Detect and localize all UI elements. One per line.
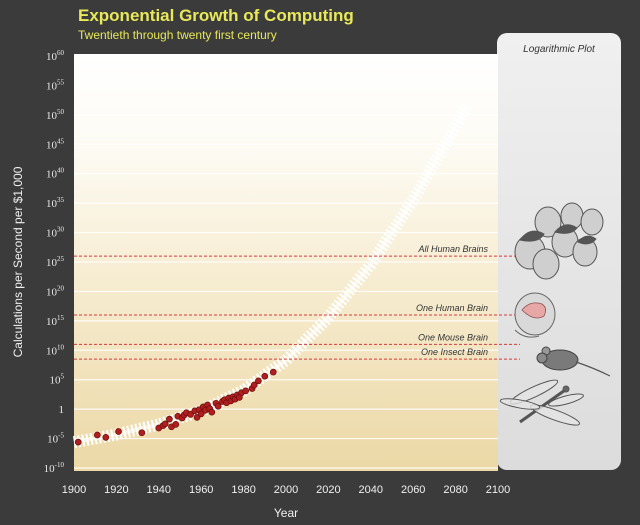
data-point (193, 414, 201, 421)
chart-subtitle: Twentieth through twenty first century (78, 28, 277, 42)
trend-curve (72, 102, 472, 449)
data-point (102, 434, 110, 441)
x-tick-label: 1940 (147, 484, 171, 496)
y-tick-label: 1040 (46, 167, 65, 181)
grid (74, 55, 498, 469)
y-tick-label: 10-10 (44, 461, 65, 475)
y-tick-base: 10 (44, 463, 56, 475)
data-point (161, 420, 169, 428)
y-tick-base: 10 (50, 375, 62, 387)
data-point (255, 377, 262, 385)
y-tick-base: 10 (46, 51, 58, 63)
y-tick-base: 10 (46, 198, 58, 210)
x-tick-label: 1960 (189, 484, 213, 496)
y-tick-base: 10 (46, 257, 58, 269)
y-tick-exponent: 40 (57, 167, 65, 175)
y-tick-exponent: 35 (57, 196, 65, 204)
y-tick-base: 10 (46, 80, 58, 92)
y-axis-title: Calculations per Second per $1,000 (11, 166, 25, 357)
data-point (242, 387, 250, 395)
y-tick-labels: 10-1010-51105101010151020102510301035104… (44, 49, 65, 475)
data-point (214, 402, 222, 410)
y-tick-exponent: 5 (61, 373, 65, 381)
x-tick-label: 2040 (359, 484, 383, 496)
x-tick-label: 2000 (274, 484, 298, 496)
x-tick-label: 2060 (401, 484, 425, 496)
y-tick-base: 10 (46, 286, 58, 298)
y-tick-base: 10 (47, 434, 59, 446)
y-tick-exponent: -10 (55, 461, 65, 469)
data-point (208, 408, 216, 416)
y-tick-base: 10 (46, 110, 58, 122)
y-tick-exponent: 20 (57, 284, 65, 292)
y-tick-label: 1030 (46, 226, 65, 240)
x-tick-label: 1920 (104, 484, 128, 496)
y-tick-label: 1025 (46, 255, 65, 269)
y-tick-label: 1060 (46, 49, 65, 63)
y-tick-base: 10 (46, 139, 58, 151)
human-brains-illustration (514, 202, 604, 280)
reference-label: One Insect Brain (421, 347, 488, 357)
x-tick-label: 1900 (62, 484, 86, 496)
y-tick-exponent: 10 (57, 343, 65, 351)
y-tick-label: 1035 (46, 196, 65, 210)
dragonfly-illustration (499, 379, 584, 426)
x-axis-title: Year (274, 506, 298, 520)
y-tick-label: 1045 (46, 137, 65, 151)
x-tick-label: 1980 (231, 484, 255, 496)
data-point (269, 368, 277, 376)
x-tick-label: 2100 (486, 484, 510, 496)
y-tick-exponent: 45 (57, 137, 65, 145)
reference-label: All Human Brains (417, 244, 488, 254)
y-tick-label: 1020 (46, 284, 65, 298)
y-tick-base: 10 (46, 169, 58, 181)
data-point (187, 411, 194, 418)
data-point (250, 381, 258, 389)
mouse-illustration (536, 346, 611, 377)
reference-label: One Mouse Brain (418, 332, 488, 342)
reference-lines: All Human Brains One Human Brain One Mouse… (74, 244, 520, 360)
reference-label: One Human Brain (416, 303, 488, 313)
y-tick-exponent: 60 (57, 49, 65, 57)
y-tick-base: 10 (46, 345, 58, 357)
y-tick-exponent: 15 (57, 314, 65, 322)
data-point (172, 421, 180, 428)
trend-line (73, 104, 468, 445)
x-tick-labels: 1900 1920 1940 1960 1980 2000 2020 2040 2060 2080… (62, 484, 510, 496)
data-point (138, 429, 146, 437)
data-point (93, 431, 101, 439)
data-point (166, 415, 173, 423)
y-tick-label: 1055 (46, 78, 65, 92)
y-tick-exponent: -5 (58, 432, 64, 440)
y-tick-exponent: 25 (57, 255, 65, 263)
y-tick-base: 10 (46, 228, 58, 240)
data-point (115, 428, 122, 435)
data-point (74, 438, 82, 446)
y-tick-exponent: 50 (57, 108, 65, 116)
chart-title: Exponential Growth of Computing (78, 6, 354, 25)
x-tick-label: 2020 (316, 484, 340, 496)
y-tick-base: 1 (59, 404, 65, 416)
data-points (74, 368, 277, 446)
y-tick-label: 10-5 (47, 432, 64, 446)
y-tick-label: 1010 (46, 343, 65, 357)
y-tick-exponent: 55 (57, 78, 65, 86)
y-tick-label: 105 (50, 373, 65, 387)
human-brain-illustration (514, 292, 556, 338)
y-tick-base: 10 (46, 316, 58, 328)
data-point (261, 372, 269, 380)
panel-label: Logarithmic Plot (523, 44, 596, 55)
x-tick-label: 2080 (443, 484, 467, 496)
y-tick-label: 1 (59, 404, 65, 416)
data-point (197, 410, 205, 418)
y-tick-label: 1015 (46, 314, 65, 328)
y-tick-exponent: 30 (57, 226, 65, 234)
y-tick-label: 1050 (46, 108, 65, 122)
